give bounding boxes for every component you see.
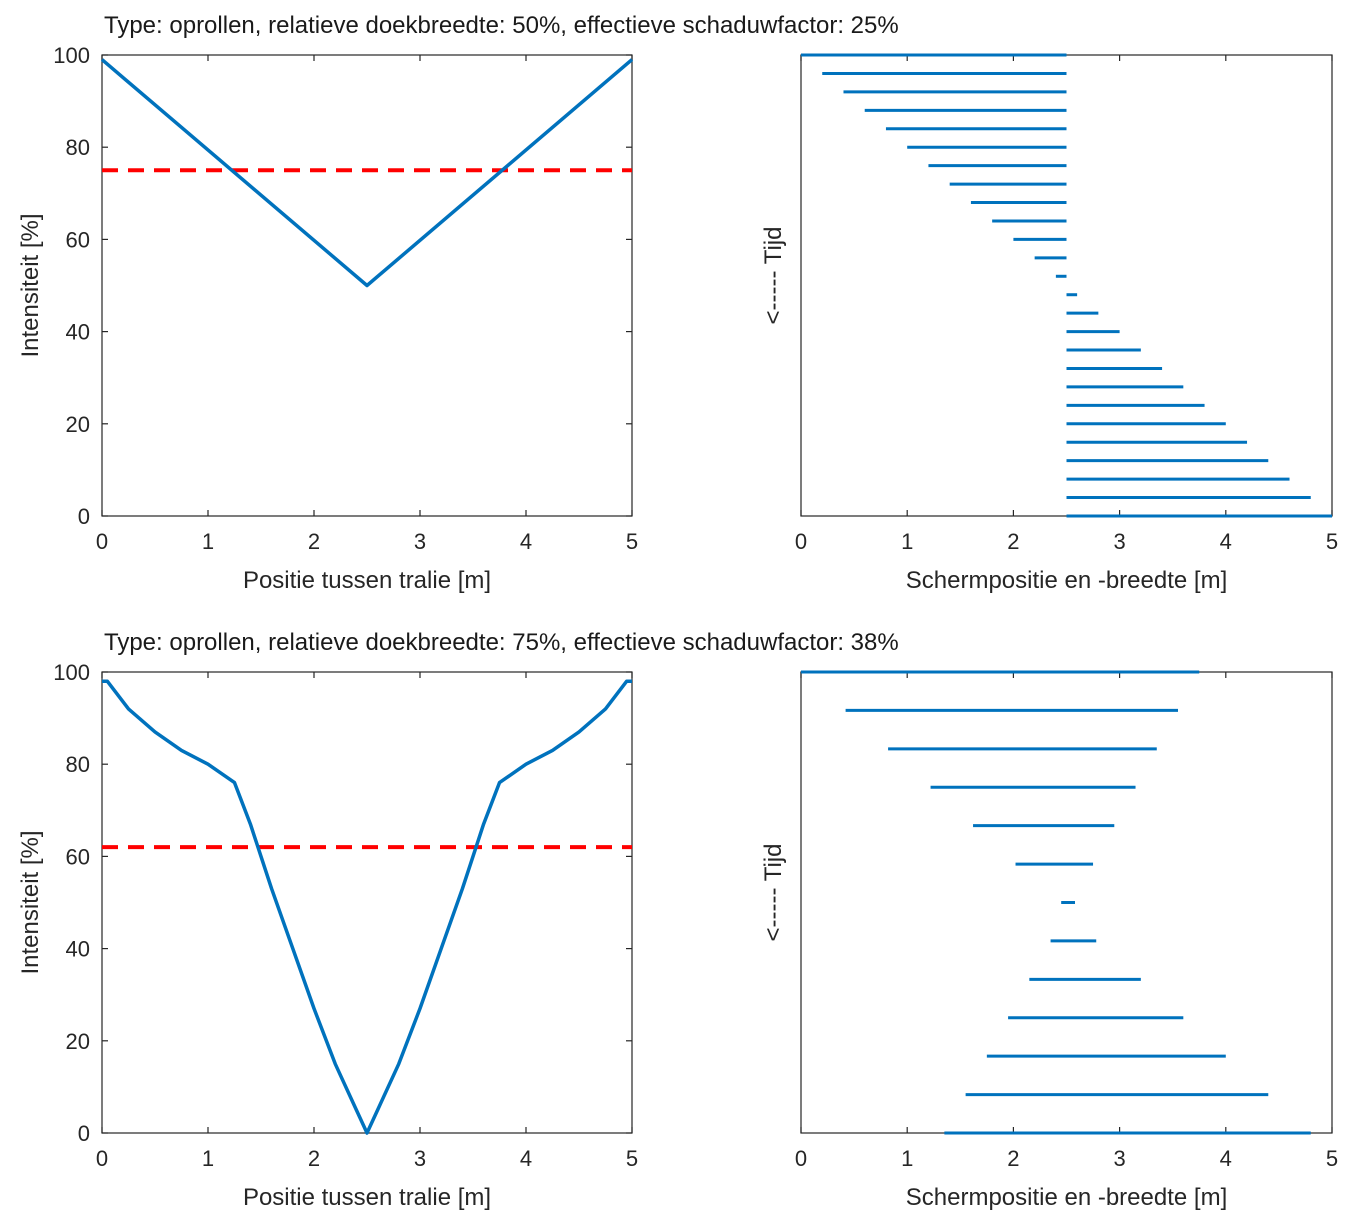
x-tick-label: 1 [901, 1146, 913, 1171]
x-tick-label: 1 [202, 1146, 214, 1171]
y-tick-label: 20 [66, 1029, 90, 1054]
y-tick-label: 40 [66, 320, 90, 345]
x-tick-label: 0 [96, 1146, 108, 1171]
x-axis-label: Schermpositie en -breedte [m] [906, 567, 1227, 594]
x-axis-label: Positie tussen tralie [m] [243, 567, 491, 594]
x-tick-label: 0 [795, 1146, 807, 1171]
x-tick-label: 4 [1220, 1146, 1232, 1171]
x-tick-label: 5 [626, 529, 638, 554]
x-axis-label: Positie tussen tralie [m] [243, 1184, 491, 1211]
y-tick-label: 100 [53, 43, 90, 68]
x-tick-label: 4 [520, 1146, 532, 1171]
axes-box [101, 54, 633, 517]
axes-4 [800, 670, 1333, 1135]
row1-title: Type: oprollen, relatieve doekbreedte: 5… [104, 12, 899, 39]
y-axis-label: Intensiteit [%] [17, 213, 44, 357]
x-tick-label: 0 [795, 529, 807, 554]
x-tick-label: 3 [414, 529, 426, 554]
x-tick-label: 5 [1326, 529, 1338, 554]
x-axis-label: Schermpositie en -breedte [m] [906, 1184, 1227, 1211]
y-axis-label: Intensiteit [%] [17, 830, 44, 974]
y-axis-label: <----- Tijd [760, 844, 787, 942]
x-tick-label: 3 [1113, 1146, 1125, 1171]
axes-box [800, 54, 1333, 517]
x-tick-label: 2 [1007, 1146, 1019, 1171]
x-tick-label: 5 [1326, 1146, 1338, 1171]
axes-3 [101, 671, 633, 1135]
y-tick-label: 100 [53, 660, 90, 685]
series-line [100, 58, 634, 288]
y-tick-label: 60 [66, 227, 90, 252]
x-tick-label: 5 [626, 1146, 638, 1171]
y-tick-label: 40 [66, 937, 90, 962]
y-tick-label: 80 [66, 752, 90, 777]
y-tick-label: 0 [78, 1121, 90, 1146]
y-tick-label: 80 [66, 135, 90, 160]
y-tick-label: 20 [66, 412, 90, 437]
x-tick-label: 2 [308, 529, 320, 554]
x-tick-label: 1 [901, 529, 913, 554]
axes-box [101, 671, 633, 1134]
y-tick-label: 60 [66, 844, 90, 869]
x-tick-label: 4 [1220, 529, 1232, 554]
x-tick-label: 0 [96, 529, 108, 554]
x-tick-label: 3 [1113, 529, 1125, 554]
series-line [102, 679, 632, 1135]
row2-title: Type: oprollen, relatieve doekbreedte: 7… [104, 629, 899, 656]
axes-1 [100, 54, 634, 517]
axes-2 [800, 53, 1333, 518]
y-tick-label: 0 [78, 504, 90, 529]
x-tick-label: 1 [202, 529, 214, 554]
x-tick-label: 3 [414, 1146, 426, 1171]
x-tick-label: 2 [308, 1146, 320, 1171]
x-tick-label: 2 [1007, 529, 1019, 554]
y-axis-label: <----- Tijd [760, 227, 787, 325]
x-tick-label: 4 [520, 529, 532, 554]
